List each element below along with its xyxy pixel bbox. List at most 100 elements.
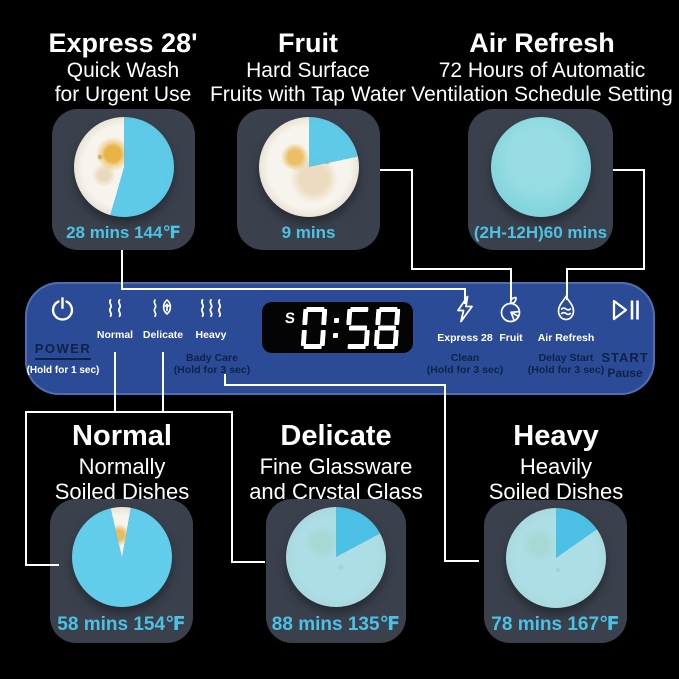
connector-bodycare-tick: [224, 374, 226, 386]
power-label-text: POWER: [34, 341, 92, 360]
power-icon: [51, 297, 74, 321]
heavy-mode-label: Heavy: [195, 329, 227, 341]
delay-start-hold-label: (Hold for 3 sec): [527, 364, 605, 376]
express-card: 28 mins 144℉: [52, 109, 195, 250]
fruit-heading: Fruit Hard Surface Fruits with Tap Water: [208, 28, 408, 107]
display-digits: [300, 306, 401, 349]
delicate-mode-label: Delicate: [142, 329, 184, 341]
body-care-label: Bady Care: [186, 352, 238, 364]
connector-heavy-horizontal: [224, 384, 446, 386]
heavy-mode-button[interactable]: [197, 297, 225, 321]
connector-delicate-riser: [162, 352, 164, 413]
express-title: Express 28': [48, 28, 198, 58]
heavy-subtitle-line1: Heavily: [519, 454, 593, 479]
delicate-subtitle-line1: Fine Glassware: [259, 454, 413, 479]
steam-delicate-leaf-icon: [153, 299, 172, 318]
express-plate-image: [73, 117, 174, 217]
connector-fruit-drop: [411, 169, 413, 270]
fruit-subtitle-line2: Fruits with Tap Water: [209, 83, 407, 106]
fruit-card: 9 mins: [237, 109, 380, 250]
air-refresh-label: Air Refresh: [537, 332, 595, 344]
connector-air-horizontal: [566, 268, 645, 270]
display-indicator: S: [284, 310, 296, 327]
connector-air-tail: [566, 268, 568, 300]
connector-normal-riser: [114, 352, 116, 413]
display-colon: [332, 317, 340, 338]
delicate-time: 88 mins 135℉: [271, 614, 401, 635]
connector-express-tail: [464, 288, 466, 304]
connector-fruit-tail: [510, 268, 512, 300]
delicate-title: Delicate: [280, 420, 392, 452]
express-subtitle-line1: Quick Wash: [66, 59, 180, 82]
display-digit: [300, 306, 328, 349]
heavy-subtitle-line2: Soiled Dishes: [488, 479, 624, 504]
air-refresh-heading: Air Refresh 72 Hours of Automatic Ventil…: [404, 28, 679, 107]
express-28-button[interactable]: [452, 294, 478, 324]
start-label: START: [601, 350, 649, 365]
air-refresh-plate-image: [490, 117, 591, 217]
air-refresh-subtitle-line1: 72 Hours of Automatic: [438, 59, 646, 82]
steam-normal-icon: [108, 299, 122, 318]
normal-heading: Normal Normally Soiled Dishes: [22, 418, 222, 504]
seven-segment-display: S: [262, 302, 413, 353]
power-hold-label: (Hold for 1 sec): [26, 365, 100, 376]
normal-mode-button[interactable]: [103, 297, 127, 321]
delicate-heading: Delicate Fine Glassware and Crystal Glas…: [236, 418, 436, 504]
connector-normal-foot: [25, 564, 59, 566]
normal-card: 58 mins 154℉: [50, 499, 193, 643]
heavy-heading: Heavy Heavily Soiled Dishes: [456, 418, 656, 504]
delicate-card: 88 mins 135℉: [266, 499, 406, 643]
normal-title: Normal: [72, 420, 172, 452]
fruit-time: 9 mins: [281, 223, 336, 242]
connector-heavy-foot: [444, 560, 479, 562]
air-refresh-title: Air Refresh: [469, 28, 615, 58]
fruit-button[interactable]: [497, 295, 525, 325]
fruit-plate-image: [258, 117, 359, 217]
body-care-hold-label: (Hold for 3 sec): [173, 364, 251, 376]
water-drop-waves-icon: [557, 294, 575, 321]
delay-start-label: Delay Start: [538, 352, 594, 364]
steam-heavy-icon: [200, 299, 222, 318]
clean-hold-label: (Hold for 3 sec): [426, 364, 504, 376]
heavy-time: 78 mins 167℉: [491, 614, 620, 635]
express-subtitle-line2: for Urgent Use: [54, 83, 192, 106]
play-pause-icon: [612, 299, 639, 321]
normal-time: 58 mins 154℉: [57, 614, 186, 635]
express-heading: Express 28' Quick Wash for Urgent Use: [23, 28, 223, 107]
connector-air-drop: [643, 169, 645, 270]
connector-express-horizontal: [121, 288, 466, 290]
connector-bottom-horizontal: [25, 411, 233, 413]
fruit-label: Fruit: [499, 332, 523, 344]
air-refresh-subtitle-line2: Ventilation Schedule Setting: [411, 83, 673, 106]
connector-air-out: [613, 169, 645, 171]
delicate-plate-image: [286, 507, 386, 607]
connector-heavy-side: [444, 384, 446, 562]
heavy-plate-image: [505, 508, 606, 608]
normal-plate-image: [71, 507, 172, 607]
display-digit: [346, 306, 370, 349]
connector-fruit-horizontal: [411, 268, 512, 270]
air-refresh-card: (2H-12H)60 mins: [468, 109, 613, 250]
normal-subtitle-line1: Normally: [78, 454, 166, 479]
express-28-label: Express 28: [437, 332, 493, 344]
fruit-title: Fruit: [278, 28, 338, 58]
connector-normal-side: [25, 411, 27, 566]
start-pause-button[interactable]: [608, 296, 642, 324]
fruit-subtitle-line1: Hard Surface: [246, 59, 370, 82]
air-refresh-button[interactable]: [552, 294, 580, 324]
display-digit: [373, 306, 401, 349]
power-label: POWER: [17, 340, 109, 360]
power-button[interactable]: [49, 296, 76, 323]
fruit-icon: [500, 296, 521, 323]
lightning-icon: [457, 295, 473, 323]
connector-delicate-side: [231, 411, 233, 563]
express-time: 28 mins 144℉: [66, 223, 181, 242]
connector-delicate-foot: [231, 561, 265, 563]
connector-express-drop: [121, 250, 123, 290]
clean-label: Clean: [450, 352, 480, 364]
air-refresh-time: (2H-12H)60 mins: [473, 223, 608, 242]
control-panel: POWER (Hold for 1 sec) Normal Delicate: [25, 282, 655, 395]
normal-mode-label: Normal: [96, 329, 134, 341]
delicate-mode-button[interactable]: [150, 297, 176, 321]
